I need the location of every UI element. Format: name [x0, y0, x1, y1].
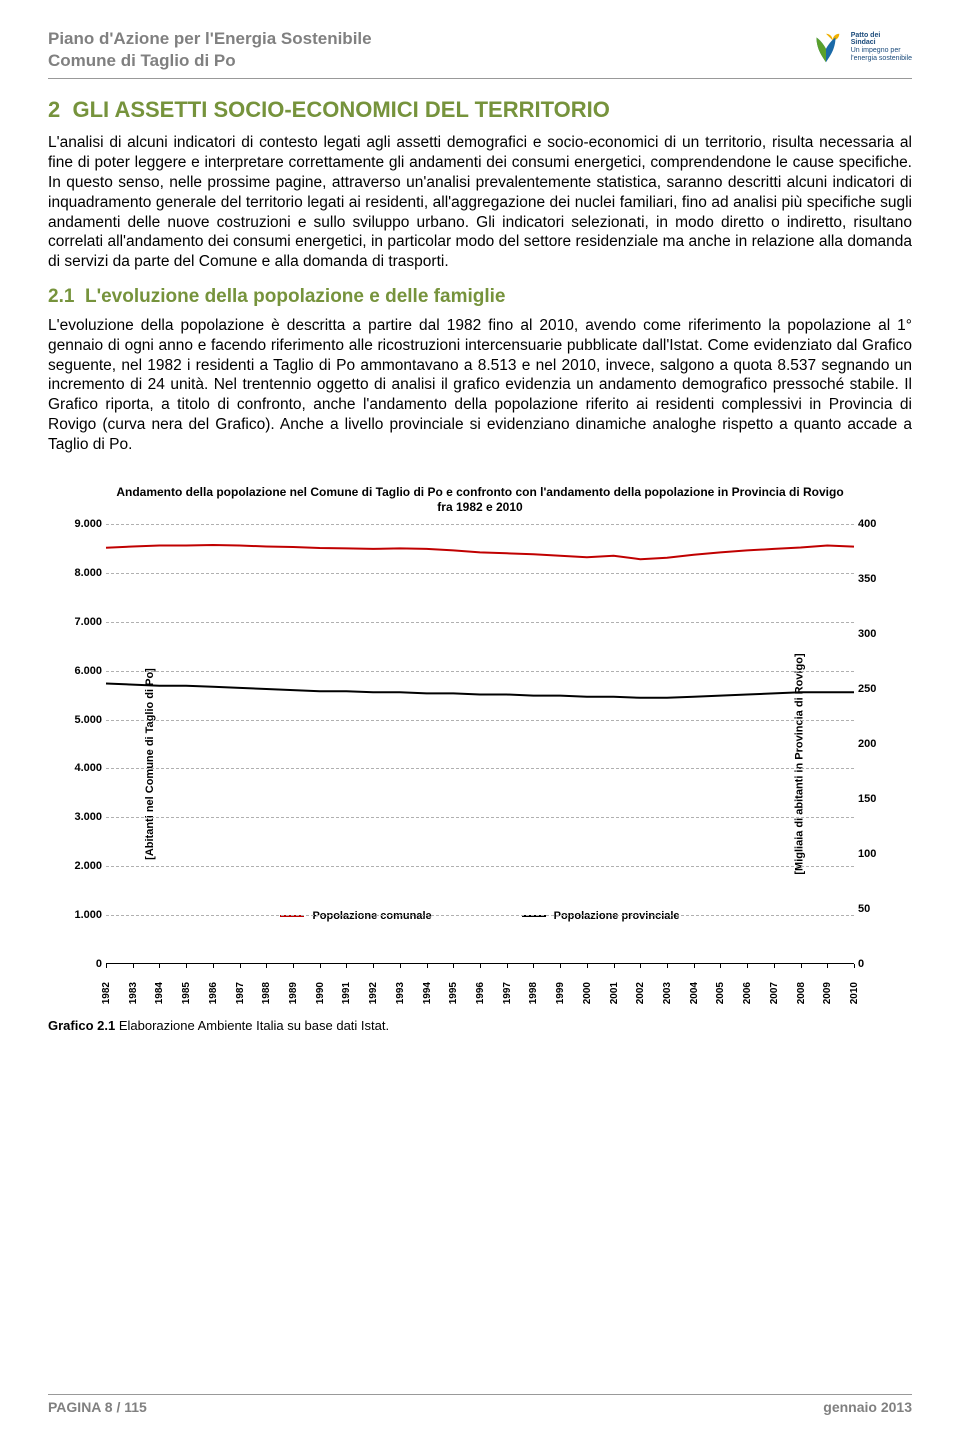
ytick-right: 300 — [858, 628, 888, 640]
page-header: Piano d'Azione per l'Energia Sostenibile… — [48, 28, 912, 72]
ytick-left: 8.000 — [62, 567, 102, 579]
plot-area: Popolazione comunale Popolazione provinc… — [106, 524, 854, 964]
chart-title: Andamento della popolazione nel Comune d… — [48, 485, 912, 516]
xlabel: 1988 — [261, 982, 272, 1004]
document-title: Piano d'Azione per l'Energia Sostenibile… — [48, 28, 372, 72]
page-footer: PAGINA 8 / 115 gennaio 2013 — [48, 1394, 912, 1415]
xlabel: 1987 — [235, 982, 246, 1004]
ytick-left: 5.000 — [62, 714, 102, 726]
xlabel: 2003 — [662, 982, 673, 1004]
ytick-right: 250 — [858, 683, 888, 695]
ytick-left: 3.000 — [62, 811, 102, 823]
xlabel: 2006 — [742, 982, 753, 1004]
title-line-1: Piano d'Azione per l'Energia Sostenibile — [48, 28, 372, 50]
logo-block: Patto dei Sindaci Un impegno per l'energ… — [807, 28, 912, 66]
ytick-right: 0 — [858, 958, 888, 970]
subsection-heading: 2.1 L'evoluzione della popolazione e del… — [48, 286, 912, 308]
ytick-left: 9.000 — [62, 518, 102, 530]
xlabel: 2010 — [849, 982, 860, 1004]
xlabel: 1984 — [154, 982, 165, 1004]
xlabel: 1999 — [555, 982, 566, 1004]
ytick-right: 150 — [858, 793, 888, 805]
footer-rule — [48, 1394, 912, 1395]
xlabel: 1990 — [315, 982, 326, 1004]
xlabel: 2002 — [635, 982, 646, 1004]
title-line-2: Comune di Taglio di Po — [48, 50, 372, 72]
xlabel: 2000 — [582, 982, 593, 1004]
population-chart: Andamento della popolazione nel Comune d… — [48, 485, 912, 1045]
ytick-left: 7.000 — [62, 616, 102, 628]
ytick-right: 350 — [858, 573, 888, 585]
xlabel: 1998 — [528, 982, 539, 1004]
ytick-right: 50 — [858, 903, 888, 915]
xlabel: 2009 — [822, 982, 833, 1004]
footer-date: gennaio 2013 — [823, 1399, 912, 1415]
xlabel: 1993 — [395, 982, 406, 1004]
xlabel: 1989 — [288, 982, 299, 1004]
xlabel: 1997 — [502, 982, 513, 1004]
ytick-left: 6.000 — [62, 665, 102, 677]
section-heading: 2 GLI ASSETTI SOCIO-ECONOMICI DEL TERRIT… — [48, 97, 912, 123]
xlabel: 1982 — [101, 982, 112, 1004]
xlabel: 1983 — [128, 982, 139, 1004]
xlabel: 2007 — [769, 982, 780, 1004]
paragraph-1: L'analisi di alcuni indicatori di contes… — [48, 133, 912, 272]
ytick-left: 1.000 — [62, 909, 102, 921]
ytick-left: 0 — [62, 958, 102, 970]
xlabel: 2004 — [689, 982, 700, 1004]
ytick-right: 100 — [858, 848, 888, 860]
xlabel: 1995 — [448, 982, 459, 1004]
paragraph-2: L'evoluzione della popolazione è descrit… — [48, 316, 912, 455]
ytick-right: 200 — [858, 738, 888, 750]
header-rule — [48, 78, 912, 79]
xlabel: 2005 — [715, 982, 726, 1004]
chart-caption: Grafico 2.1 Elaborazione Ambiente Italia… — [48, 1018, 912, 1033]
xlabel: 2008 — [796, 982, 807, 1004]
ytick-left: 2.000 — [62, 860, 102, 872]
xlabel: 2001 — [609, 982, 620, 1004]
xlabel: 1986 — [208, 982, 219, 1004]
xlabel: 1991 — [341, 982, 352, 1004]
ytick-right: 400 — [858, 518, 888, 530]
xlabel: 1985 — [181, 982, 192, 1004]
xlabel: 1996 — [475, 982, 486, 1004]
logo-text: Patto dei Sindaci Un impegno per l'energ… — [851, 32, 912, 63]
xlabel: 1994 — [422, 982, 433, 1004]
covenant-logo-icon — [807, 28, 845, 66]
page-number: PAGINA 8 / 115 — [48, 1399, 147, 1415]
ytick-left: 4.000 — [62, 762, 102, 774]
xlabel: 1992 — [368, 982, 379, 1004]
